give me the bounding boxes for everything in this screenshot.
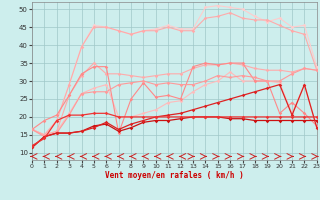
X-axis label: Vent moyen/en rafales ( km/h ): Vent moyen/en rafales ( km/h ) xyxy=(105,171,244,180)
